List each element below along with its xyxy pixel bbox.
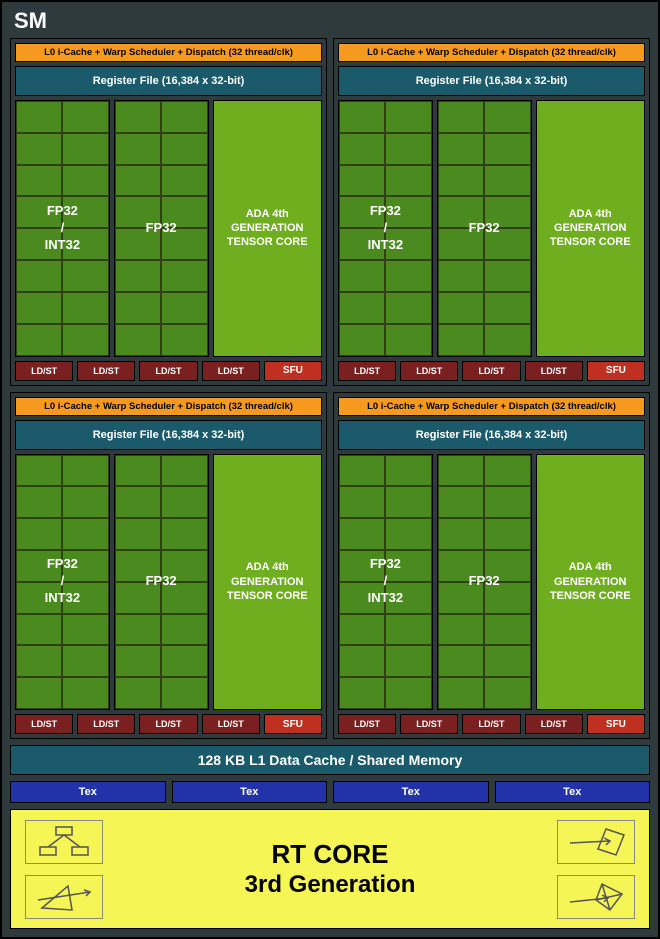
ldst-unit: LD/ST xyxy=(77,361,135,381)
ldst-row: LD/STLD/STLD/STLD/STSFU xyxy=(338,361,645,381)
ldst-row: LD/STLD/STLD/STLD/STSFU xyxy=(338,714,645,734)
ldst-unit: LD/ST xyxy=(462,714,520,734)
ldst-unit: LD/ST xyxy=(338,361,396,381)
sm-partition: L0 i-Cache + Warp Scheduler + Dispatch (… xyxy=(333,38,650,386)
sfu-unit: SFU xyxy=(264,714,322,734)
register-file: Register File (16,384 x 32-bit) xyxy=(15,420,322,450)
tex-unit: Tex xyxy=(172,781,328,803)
rt-core-line1: RT CORE xyxy=(245,838,416,871)
fp32-int32-cores: FP32/INT32 xyxy=(338,454,433,711)
register-file: Register File (16,384 x 32-bit) xyxy=(338,420,645,450)
ldst-unit: LD/ST xyxy=(462,361,520,381)
ldst-unit: LD/ST xyxy=(400,714,458,734)
tex-row: TexTexTexTex xyxy=(10,781,650,803)
fp32-cores: FP32 xyxy=(114,100,209,357)
partitions-grid: L0 i-Cache + Warp Scheduler + Dispatch (… xyxy=(10,38,650,739)
ldst-unit: LD/ST xyxy=(338,714,396,734)
rt-core-line2: 3rd Generation xyxy=(245,870,416,900)
tensor-core: ADA 4thGENERATIONTENSOR CORE xyxy=(536,100,645,357)
sm-title: SM xyxy=(10,6,650,38)
fp32-int32-cores: FP32/INT32 xyxy=(15,100,110,357)
cores-row: FP32/INT32FP32ADA 4thGENERATIONTENSOR CO… xyxy=(338,100,645,357)
tensor-core: ADA 4thGENERATIONTENSOR CORE xyxy=(536,454,645,711)
sm-partition: L0 i-Cache + Warp Scheduler + Dispatch (… xyxy=(10,38,327,386)
cores-row: FP32/INT32FP32ADA 4thGENERATIONTENSOR CO… xyxy=(15,454,322,711)
ldst-unit: LD/ST xyxy=(15,714,73,734)
ldst-unit: LD/ST xyxy=(139,361,197,381)
ldst-unit: LD/ST xyxy=(202,714,260,734)
warp-scheduler: L0 i-Cache + Warp Scheduler + Dispatch (… xyxy=(338,43,645,62)
mesh-ray-icon xyxy=(557,875,635,919)
fp32-int32-cores: FP32/INT32 xyxy=(338,100,433,357)
fp32-int32-cores: FP32/INT32 xyxy=(15,454,110,711)
sfu-unit: SFU xyxy=(587,361,645,381)
bvh-tree-icon xyxy=(25,820,103,864)
triangle-ray-icon xyxy=(25,875,103,919)
tex-unit: Tex xyxy=(333,781,489,803)
sfu-unit: SFU xyxy=(264,361,322,381)
fp32-cores: FP32 xyxy=(114,454,209,711)
cores-row: FP32/INT32FP32ADA 4thGENERATIONTENSOR CO… xyxy=(338,454,645,711)
warp-scheduler: L0 i-Cache + Warp Scheduler + Dispatch (… xyxy=(338,397,645,416)
warp-scheduler: L0 i-Cache + Warp Scheduler + Dispatch (… xyxy=(15,397,322,416)
rt-icons-right xyxy=(557,818,635,920)
tex-unit: Tex xyxy=(10,781,166,803)
l1-cache: 128 KB L1 Data Cache / Shared Memory xyxy=(10,745,650,775)
sm-partition: L0 i-Cache + Warp Scheduler + Dispatch (… xyxy=(10,392,327,740)
sm-block: SM L0 i-Cache + Warp Scheduler + Dispatc… xyxy=(0,0,660,939)
tex-unit: Tex xyxy=(495,781,651,803)
ldst-row: LD/STLD/STLD/STLD/STSFU xyxy=(15,714,322,734)
tensor-core: ADA 4thGENERATIONTENSOR CORE xyxy=(213,454,322,711)
ldst-unit: LD/ST xyxy=(139,714,197,734)
fp32-cores: FP32 xyxy=(437,100,532,357)
ldst-row: LD/STLD/STLD/STLD/STSFU xyxy=(15,361,322,381)
cores-row: FP32/INT32FP32ADA 4thGENERATIONTENSOR CO… xyxy=(15,100,322,357)
ldst-unit: LD/ST xyxy=(15,361,73,381)
rt-icons-left xyxy=(25,818,103,920)
box-ray-icon xyxy=(557,820,635,864)
sfu-unit: SFU xyxy=(587,714,645,734)
sm-partition: L0 i-Cache + Warp Scheduler + Dispatch (… xyxy=(333,392,650,740)
ldst-unit: LD/ST xyxy=(525,714,583,734)
rt-core: RT CORE 3rd Generation xyxy=(10,809,650,929)
ldst-unit: LD/ST xyxy=(202,361,260,381)
register-file: Register File (16,384 x 32-bit) xyxy=(15,66,322,96)
ldst-unit: LD/ST xyxy=(525,361,583,381)
tensor-core: ADA 4thGENERATIONTENSOR CORE xyxy=(213,100,322,357)
register-file: Register File (16,384 x 32-bit) xyxy=(338,66,645,96)
ldst-unit: LD/ST xyxy=(400,361,458,381)
rt-core-label: RT CORE 3rd Generation xyxy=(245,838,416,901)
ldst-unit: LD/ST xyxy=(77,714,135,734)
warp-scheduler: L0 i-Cache + Warp Scheduler + Dispatch (… xyxy=(15,43,322,62)
fp32-cores: FP32 xyxy=(437,454,532,711)
